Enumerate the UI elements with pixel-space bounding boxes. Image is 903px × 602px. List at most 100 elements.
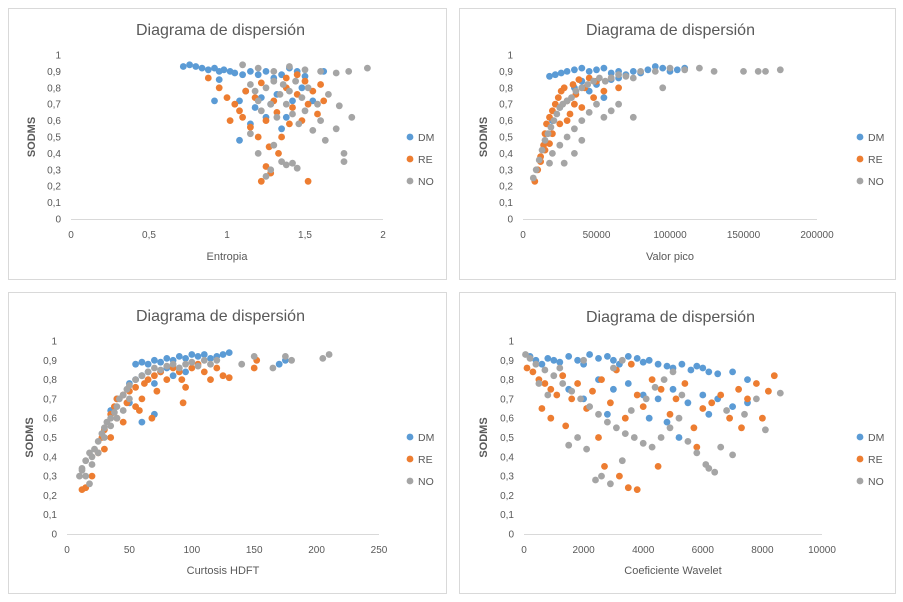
data-point bbox=[667, 65, 674, 72]
data-point bbox=[201, 369, 208, 376]
y-tick-label: 0,7 bbox=[47, 100, 61, 111]
y-tick-label: 0,5 bbox=[500, 433, 514, 444]
data-point bbox=[283, 75, 290, 82]
data-point bbox=[550, 372, 557, 379]
data-point bbox=[236, 107, 243, 114]
legend-marker-dm bbox=[407, 434, 414, 441]
data-point bbox=[270, 68, 277, 75]
data-point bbox=[771, 372, 778, 379]
data-point bbox=[231, 70, 238, 77]
data-point bbox=[536, 380, 543, 387]
y-tick-label: 1 bbox=[508, 337, 514, 348]
data-point bbox=[762, 426, 769, 433]
data-point bbox=[289, 104, 296, 111]
data-point bbox=[341, 158, 348, 165]
data-point bbox=[299, 94, 306, 101]
data-point bbox=[333, 125, 340, 132]
data-point bbox=[571, 150, 578, 157]
data-point bbox=[670, 369, 677, 376]
data-point bbox=[586, 68, 593, 75]
data-point bbox=[255, 150, 262, 157]
data-point bbox=[364, 65, 371, 72]
data-point bbox=[593, 101, 600, 108]
data-point bbox=[252, 88, 259, 95]
data-point bbox=[207, 376, 214, 383]
data-point bbox=[552, 71, 559, 78]
data-point bbox=[107, 415, 114, 422]
data-point bbox=[289, 98, 296, 105]
data-point bbox=[550, 357, 557, 364]
data-point bbox=[740, 68, 747, 75]
data-point bbox=[201, 357, 208, 364]
data-point bbox=[547, 415, 554, 422]
data-point bbox=[278, 125, 285, 132]
x-tick-label: 2 bbox=[380, 230, 386, 241]
data-point bbox=[132, 403, 139, 410]
y-tick-label: 0,3 bbox=[43, 472, 57, 483]
data-point bbox=[556, 142, 563, 149]
data-point bbox=[139, 372, 146, 379]
data-point bbox=[220, 351, 227, 358]
legend-marker-re bbox=[857, 456, 864, 463]
y-tick-label: 0,1 bbox=[500, 510, 514, 521]
data-point bbox=[595, 355, 602, 362]
y-tick-label: 0,3 bbox=[499, 165, 513, 176]
data-point bbox=[239, 61, 246, 68]
data-point bbox=[292, 78, 299, 85]
x-tick-label: 200 bbox=[308, 545, 325, 556]
y-tick-label: 0,9 bbox=[43, 356, 57, 367]
data-point bbox=[216, 76, 223, 83]
x-axis-label: Curtosis HDFT bbox=[187, 565, 260, 577]
data-point bbox=[664, 363, 671, 370]
data-point bbox=[280, 81, 287, 88]
data-point bbox=[132, 384, 139, 391]
x-tick-label: 6000 bbox=[692, 545, 715, 556]
data-point bbox=[574, 357, 581, 364]
data-point bbox=[567, 111, 574, 118]
y-tick-label: 1 bbox=[55, 51, 61, 62]
data-point bbox=[610, 386, 617, 393]
data-point bbox=[126, 382, 133, 389]
data-point bbox=[227, 117, 234, 124]
data-point bbox=[199, 65, 206, 72]
x-tick-label: 0 bbox=[64, 545, 70, 556]
data-point bbox=[659, 65, 666, 72]
data-point bbox=[176, 365, 183, 372]
data-point bbox=[107, 423, 114, 430]
legend-label-no: NO bbox=[868, 476, 884, 488]
data-point bbox=[258, 178, 265, 185]
data-point bbox=[302, 107, 309, 114]
data-point bbox=[717, 392, 724, 399]
data-point bbox=[325, 91, 332, 98]
data-point bbox=[95, 450, 102, 457]
y-tick-label: 0,4 bbox=[47, 149, 61, 160]
x-tick-label: 0 bbox=[68, 230, 74, 241]
y-tick-label: 0,5 bbox=[47, 133, 61, 144]
y-tick-label: 0,2 bbox=[43, 491, 57, 502]
data-point bbox=[111, 409, 118, 416]
data-point bbox=[546, 73, 553, 80]
data-point bbox=[546, 160, 553, 167]
y-axis-label: SODMS bbox=[478, 117, 490, 157]
chart-title: Diagrama de dispersión bbox=[586, 22, 755, 39]
data-point bbox=[126, 396, 133, 403]
legend-marker-no bbox=[407, 478, 414, 485]
legend-marker-dm bbox=[407, 134, 414, 141]
data-point bbox=[326, 351, 333, 358]
data-point bbox=[180, 399, 187, 406]
data-point bbox=[139, 396, 146, 403]
data-point bbox=[274, 114, 281, 121]
x-tick-label: 250 bbox=[371, 545, 388, 556]
x-tick-label: 100000 bbox=[653, 230, 687, 241]
data-point bbox=[533, 166, 540, 173]
data-point bbox=[564, 68, 571, 75]
data-point bbox=[643, 396, 650, 403]
data-point bbox=[595, 434, 602, 441]
data-point bbox=[101, 434, 108, 441]
data-point bbox=[247, 130, 254, 137]
y-axis-label: SODMS bbox=[24, 417, 36, 457]
data-point bbox=[238, 361, 245, 368]
data-point bbox=[242, 88, 249, 95]
y-tick-label: 0,8 bbox=[47, 83, 61, 94]
data-point bbox=[565, 442, 572, 449]
